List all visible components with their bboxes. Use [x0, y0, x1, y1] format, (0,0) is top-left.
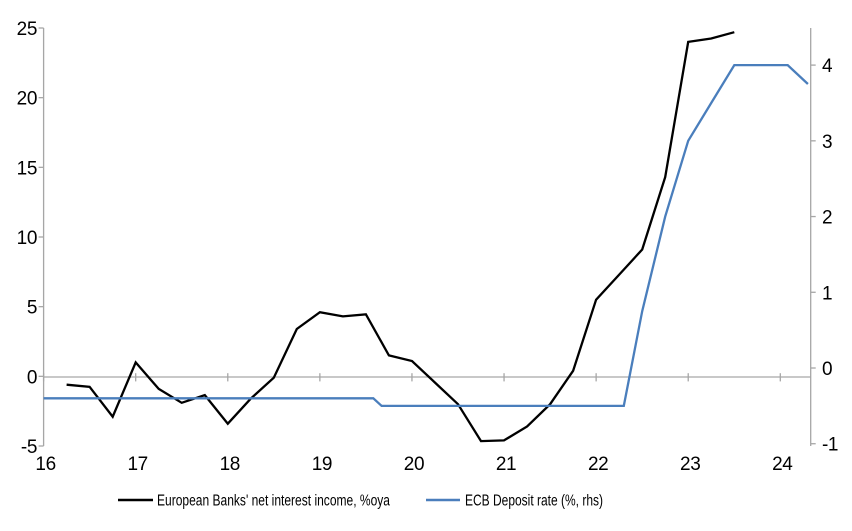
- left-axis-tick-label: 25: [17, 19, 37, 40]
- right-axis-tick-label: 3: [822, 132, 832, 153]
- right-axis-tick-label: 4: [822, 56, 833, 77]
- right-axis-tick-label: 1: [822, 283, 832, 304]
- x-axis-ticks: 16 17 18 19 20 21 22 23 24: [35, 373, 794, 475]
- right-axis-ticks: -1 0 1 2 3 4: [810, 56, 839, 456]
- left-axis-tick-label: 5: [27, 298, 37, 319]
- legend: European Banks' net interest income, %oy…: [118, 493, 603, 510]
- legend-label-ecb-deposit-rate: ECB Deposit rate (%, rhs): [465, 493, 603, 510]
- legend-label-net-interest-income: European Banks' net interest income, %oy…: [157, 493, 390, 510]
- x-axis-tick-label: 21: [496, 454, 516, 475]
- right-axis-tick-label: 2: [822, 208, 832, 229]
- left-axis-tick-label: 0: [27, 367, 37, 388]
- x-axis-tick-label: 17: [128, 454, 148, 475]
- left-axis-tick-label: 10: [17, 228, 37, 249]
- x-axis-tick-label: 24: [772, 454, 793, 475]
- right-axis-tick-label: -1: [822, 435, 838, 456]
- x-axis-tick-label: 20: [404, 454, 424, 475]
- x-axis-tick-label: 23: [680, 454, 700, 475]
- series-layer: [43, 31, 809, 443]
- x-axis-tick-label: 18: [220, 454, 240, 475]
- series-line-net-interest-income: [66, 31, 735, 443]
- series-line-ecb-deposit-rate: [43, 63, 809, 408]
- x-axis-tick-label: 16: [35, 454, 55, 475]
- left-axis-tick-label: -5: [21, 437, 37, 458]
- x-axis-tick-label: 22: [588, 454, 608, 475]
- left-axis-ticks: -5 0 5 10 15 20 25: [17, 19, 44, 458]
- left-axis-tick-label: 20: [17, 89, 37, 110]
- x-axis-tick-label: 19: [312, 454, 332, 475]
- left-axis-tick-label: 15: [17, 158, 37, 179]
- right-axis-tick-label: 0: [822, 359, 832, 380]
